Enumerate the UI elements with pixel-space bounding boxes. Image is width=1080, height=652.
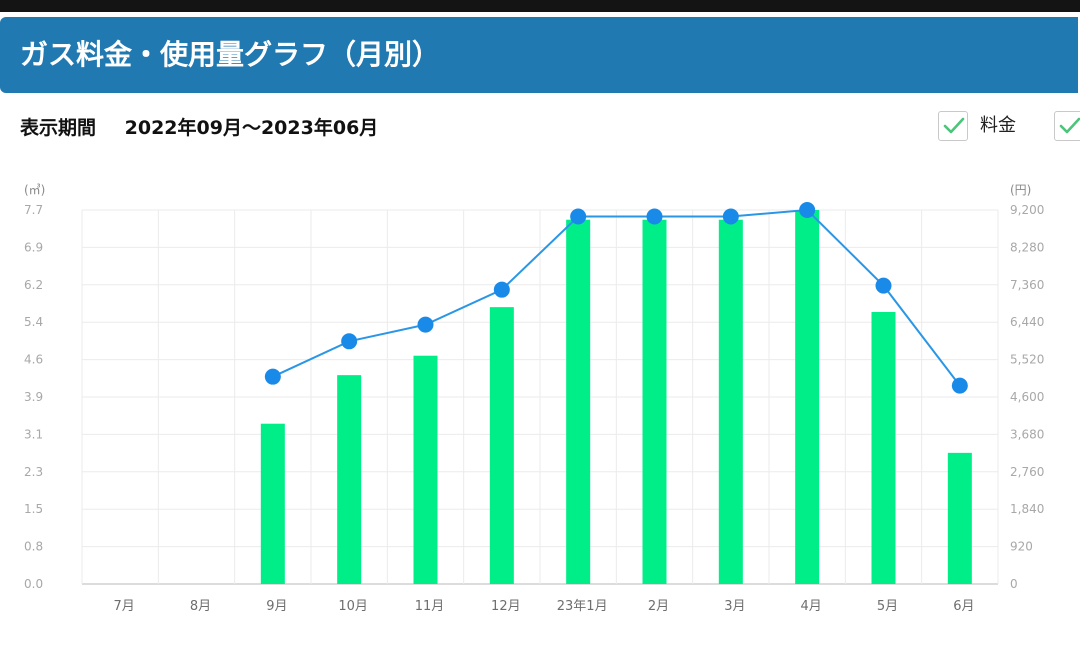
y-left-tick-label: 6.9 (24, 240, 43, 254)
x-tick-label: 10月 (338, 599, 368, 614)
fee-point (799, 202, 816, 218)
page-title: ガス料金・使用量グラフ（月別） (20, 38, 441, 71)
usage-bar (947, 452, 972, 584)
usage-bar (795, 210, 820, 584)
y-left-tick-label: 7.7 (24, 203, 43, 217)
fee-point (493, 281, 510, 298)
fee-point (417, 316, 434, 333)
y-right-tick-label: 7,360 (1010, 278, 1044, 292)
x-tick-label: 2月 (648, 599, 669, 614)
y-right-tick-label: 920 (1010, 540, 1033, 554)
x-tick-label: 3月 (724, 599, 745, 614)
fee-point (722, 208, 739, 225)
usage-bar (566, 219, 591, 584)
y-right-tick-label: 3,680 (1010, 427, 1044, 441)
y-left-tick-label: 2.3 (24, 465, 43, 479)
period-label: 表示期間 (20, 117, 97, 139)
x-tick-label: 7月 (114, 599, 135, 614)
fee-point (646, 208, 663, 225)
fee-checkbox[interactable] (938, 111, 968, 141)
y-right-tick-label: 4,600 (1010, 390, 1044, 404)
x-tick-label: 4月 (801, 599, 822, 614)
usage-bar (337, 375, 362, 584)
y-right-tick-label: 6,440 (1010, 315, 1044, 329)
y-left-tick-label: 0.8 (24, 540, 43, 554)
fee-point (951, 377, 968, 394)
y-right-tick-label: 8,280 (1010, 240, 1044, 254)
y-right-unit-label: (円) (1010, 183, 1031, 197)
usage-bar (413, 355, 438, 584)
usage-bar (489, 307, 514, 584)
y-left-tick-label: 5.4 (24, 315, 43, 329)
usage-bar (718, 219, 743, 584)
usage-bar (871, 312, 896, 584)
x-tick-label: 6月 (953, 599, 974, 614)
x-tick-label: 8月 (190, 599, 211, 614)
fee-point (875, 277, 892, 294)
usage-bar (260, 423, 285, 584)
display-period: 表示期間 2022年09月〜2023年06月 (20, 114, 378, 142)
check-icon (1059, 117, 1080, 134)
y-right-tick-label: 5,520 (1010, 353, 1044, 367)
usage-checkbox[interactable] (1054, 111, 1080, 141)
fee-point (341, 333, 358, 350)
y-left-tick-label: 0.0 (24, 577, 43, 591)
y-right-tick-label: 9,200 (1010, 203, 1044, 217)
y-left-unit-label: (㎥) (24, 183, 45, 197)
x-tick-label: 12月 (491, 599, 521, 614)
x-tick-label: 11月 (415, 599, 445, 614)
y-right-tick-label: 2,760 (1010, 465, 1044, 479)
fee-line (272, 208, 961, 387)
x-tick-label: 9月 (266, 599, 287, 614)
fee-toggle-label: 料金 (980, 115, 1016, 136)
fee-point (264, 368, 281, 385)
y-left-tick-label: 4.6 (24, 353, 43, 367)
period-value: 2022年09月〜2023年06月 (124, 117, 379, 139)
y-left-tick-label: 1.5 (24, 502, 43, 516)
y-left-tick-label: 6.2 (24, 278, 43, 292)
x-tick-label: 5月 (877, 599, 898, 614)
check-icon (943, 117, 965, 134)
fee-point (570, 208, 587, 225)
gas-usage-chart: 0.0 0.8 1.5 2.3 3.1 3.9 4.6 5.4 6.2 6.9 7.7 0 920 1,8… (24, 183, 1044, 614)
y-left-tick-label: 3.9 (24, 390, 43, 404)
y-left-tick-label: 3.1 (24, 427, 43, 441)
x-tick-label: 23年1月 (557, 599, 608, 614)
y-right-tick-label: 0 (1010, 577, 1018, 591)
page-header: ガス料金・使用量グラフ（月別） (0, 17, 1078, 93)
y-right-tick-label: 1,840 (1010, 502, 1044, 516)
top-status-strip (0, 0, 1080, 12)
usage-bar (642, 219, 667, 584)
